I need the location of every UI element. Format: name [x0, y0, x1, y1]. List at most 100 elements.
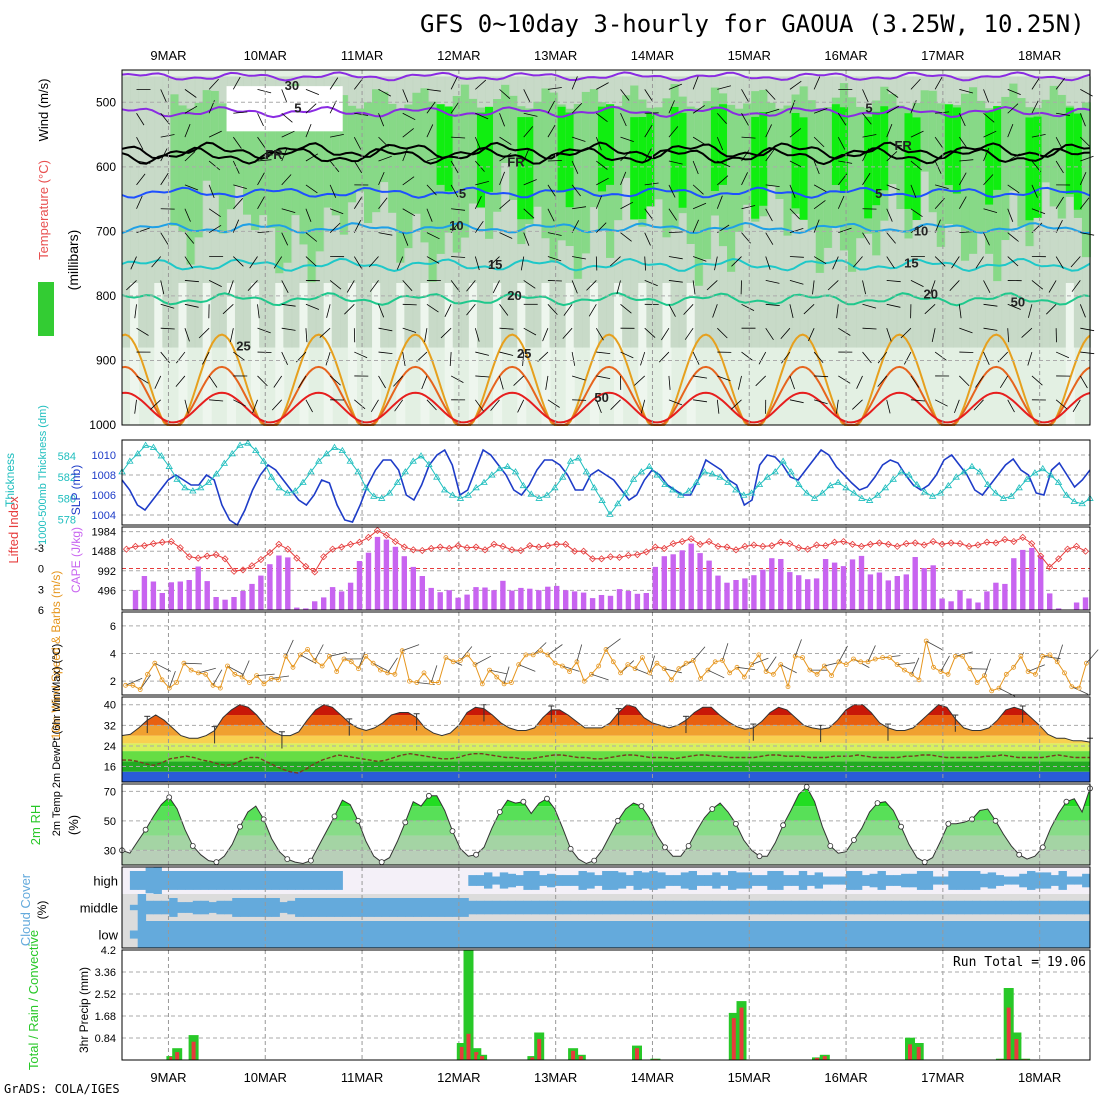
- thickness-point: [795, 480, 803, 488]
- cloud-cell: [783, 875, 792, 886]
- wind-barb: [208, 160, 221, 171]
- wind-barb: [595, 399, 602, 414]
- rh-band-green: [210, 90, 220, 196]
- cape-bar: [195, 566, 201, 610]
- wind-barb: [1055, 160, 1064, 174]
- cloud-cell: [421, 921, 430, 948]
- cloud-cell: [1027, 871, 1036, 890]
- rh-band-green: [654, 107, 664, 200]
- thickness-point: [700, 468, 709, 475]
- cloud-cell: [224, 871, 233, 890]
- axis-label-temp: 2m Temp 2m DewPt (6hr Min/Max) (°C): [51, 644, 63, 836]
- rh-band-bright: [904, 113, 914, 209]
- thickness-point: [134, 450, 142, 457]
- wind-barb: [1007, 153, 1020, 162]
- lifted-point: [185, 553, 193, 561]
- cape-bar: [822, 559, 829, 610]
- wind-barb: [402, 280, 413, 292]
- rh-band-mid: [202, 76, 212, 348]
- cloud-cell: [1019, 873, 1028, 888]
- lifted-point: [857, 542, 866, 550]
- cape-bar: [401, 556, 407, 610]
- cape-bar: [760, 569, 766, 610]
- thickness-point: [921, 488, 929, 495]
- cloud-cell: [562, 875, 572, 886]
- thickness-point: [157, 452, 166, 459]
- cape-bar: [536, 590, 542, 610]
- wind-barb: [644, 256, 646, 271]
- lifted-point: [203, 552, 211, 560]
- cloud-cell: [877, 921, 886, 948]
- wind-barb: [571, 220, 580, 233]
- cloud-cell: [1027, 900, 1036, 915]
- cloud-cell: [216, 900, 225, 915]
- cloud-cell: [476, 875, 485, 886]
- wind-barb: [325, 351, 331, 366]
- wind-barb: [999, 375, 1009, 389]
- wind-barb: [492, 280, 500, 294]
- wind-barb: [1080, 155, 1094, 162]
- thickness-point: [275, 484, 284, 491]
- thickness-point: [204, 478, 213, 485]
- wind-barb: [396, 256, 404, 270]
- wind-barb: [184, 280, 199, 283]
- cloud-cell: [137, 871, 147, 890]
- wind-barb: [257, 375, 268, 387]
- cape-bar: [446, 590, 452, 610]
- lifted-point: [606, 553, 615, 561]
- cape-bar: [222, 599, 228, 610]
- wind-barb: [684, 327, 694, 340]
- wind-barb: [426, 232, 440, 240]
- wind-barb: [426, 184, 437, 196]
- cloud-cell: [381, 898, 391, 917]
- cape-bar: [329, 587, 336, 610]
- cloud-cell: [484, 900, 493, 915]
- cloud-cell: [295, 871, 304, 890]
- wind-barb: [862, 172, 871, 186]
- wind-barb: [789, 399, 804, 404]
- lifted-point: [329, 545, 337, 553]
- precip-bar-convective: [739, 1007, 744, 1060]
- wind-barb: [378, 232, 393, 236]
- lifted-point: [651, 543, 659, 551]
- precip-bar-convective: [815, 1057, 819, 1060]
- wind-barb: [329, 222, 341, 233]
- wind-barb: [836, 399, 839, 414]
- rh-band-green: [662, 98, 672, 238]
- wind-barb: [1080, 197, 1090, 210]
- rh-band-green: [920, 90, 930, 172]
- thickness-point: [527, 490, 535, 497]
- cloud-cell: [169, 898, 178, 917]
- wind-barb: [402, 327, 417, 333]
- wind-barb: [668, 280, 683, 283]
- rh2m-point: [473, 851, 480, 858]
- axis-label-rh: RH (%): [8, 309, 23, 352]
- wind-barb-10m: [867, 645, 876, 662]
- rh-band-bright: [1065, 107, 1075, 195]
- cloud-cell: [145, 867, 154, 894]
- wind-barb: [910, 280, 924, 287]
- cloud-cell: [704, 921, 713, 948]
- cape-bar: [294, 607, 300, 610]
- lifted-point: [158, 538, 166, 546]
- cloud-cell: [1074, 876, 1083, 885]
- axis-tick-temp: 16: [104, 762, 116, 774]
- rh-band-bright: [525, 117, 535, 220]
- wind-barb: [780, 327, 791, 340]
- lifted-point: [472, 543, 480, 551]
- wind-barb: [596, 351, 611, 354]
- cloud-cell: [499, 900, 509, 915]
- lifted-point: [687, 535, 695, 543]
- isotherm-line: [121, 291, 1091, 307]
- wind-barb: [305, 208, 312, 222]
- wind-barb: [547, 399, 560, 408]
- wind-barb: [741, 149, 750, 162]
- rh-band-green: [1041, 99, 1051, 183]
- cloud-cell: [232, 871, 241, 890]
- cape-bar: [356, 561, 363, 610]
- cloud-cell: [318, 898, 328, 917]
- wind-barb-10m: [692, 646, 706, 661]
- wind-barb-10m: [154, 662, 171, 672]
- lifted-point: [615, 553, 624, 561]
- wind-barb: [959, 159, 974, 162]
